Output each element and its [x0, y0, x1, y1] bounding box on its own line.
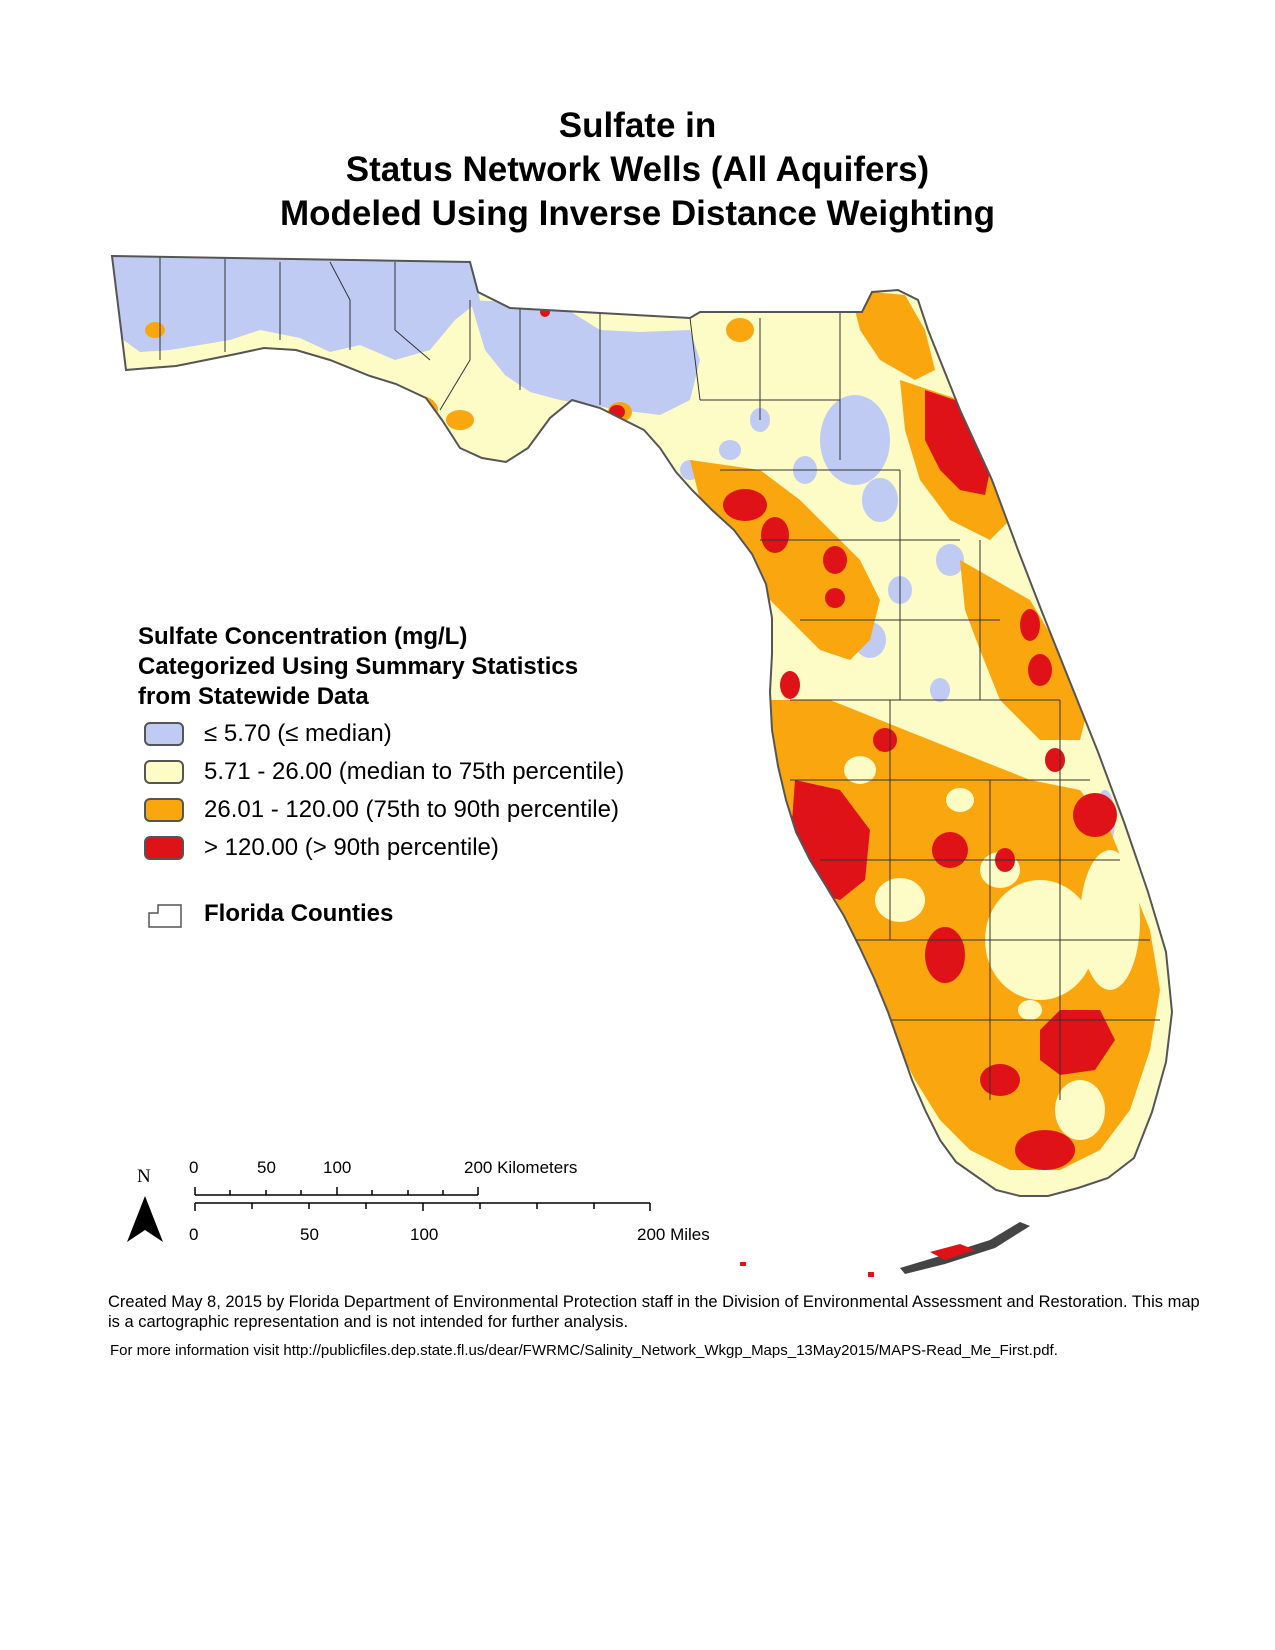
legend-item-moderate: 5.71 - 26.00 (median to 75th percentile) [138, 756, 624, 794]
legend: Sulfate Concentration (mg/L) Categorized… [138, 622, 624, 870]
mile-label-50: 50 [300, 1225, 319, 1244]
more-info-text: For more information visit http://public… [110, 1342, 1058, 1359]
legend-swatch-low [144, 722, 184, 746]
legend-heading-line-2: Categorized Using Summary Statistics [138, 653, 579, 680]
florida-keys [740, 1222, 1030, 1277]
title-line-3: Modeled Using Inverse Distance Weighting [279, 194, 996, 233]
legend-item-very-high: > 120.00 (> 90th percentile) [138, 832, 578, 870]
county-outline-icon [148, 904, 182, 928]
legend-heading-line-3: from Statewide Data [138, 683, 369, 710]
legend-label-very-high: > 120.00 (> 90th percentile) [204, 834, 499, 861]
legend-label-high: 26.01 - 120.00 (75th to 90th percentile) [204, 796, 619, 823]
scale-bar [194, 1187, 651, 1211]
km-label-50: 50 [257, 1158, 276, 1177]
mile-label-200: 200 Miles [637, 1225, 710, 1244]
north-arrow-icon [127, 1196, 163, 1242]
km-label-0: 0 [189, 1158, 199, 1177]
legend-swatch-moderate [144, 760, 184, 784]
legend-swatch-very-high [144, 836, 184, 860]
legend-item-high: 26.01 - 120.00 (75th to 90th percentile) [138, 794, 619, 832]
legend-items: ≤ 5.70 (≤ median) 5.71 - 26.00 (median t… [138, 718, 624, 870]
class-moderate-islands [844, 756, 1140, 1140]
title-line-2: Status Network Wells (All Aquifers) [345, 150, 930, 189]
mile-label-0: 0 [189, 1225, 199, 1244]
credit-text: Created May 8, 2015 by Florida Departmen… [108, 1293, 1200, 1331]
legend-heading: Sulfate Concentration (mg/L) Categorized… [138, 622, 578, 712]
class-low-areas [112, 256, 1115, 1009]
north-label: N [137, 1166, 151, 1187]
legend-swatch-high [144, 798, 184, 822]
title-line-1: Sulfate in [558, 106, 717, 145]
legend-item-low: ≤ 5.70 (≤ median) [138, 718, 578, 756]
legend-label-low: ≤ 5.70 (≤ median) [204, 720, 392, 747]
map-title: Sulfate in Status Network Wells (All Aqu… [0, 104, 1275, 236]
mile-label-100: 100 [410, 1225, 439, 1244]
legend-label-moderate: 5.71 - 26.00 (median to 75th percentile) [204, 758, 625, 785]
legend-label-counties: Florida Counties [204, 900, 394, 927]
km-label-200: 200 Kilometers [464, 1158, 578, 1177]
legend-heading-line-1: Sulfate Concentration (mg/L) [138, 623, 468, 650]
km-label-100: 100 [323, 1158, 352, 1177]
county-boundaries [159, 256, 1160, 1100]
